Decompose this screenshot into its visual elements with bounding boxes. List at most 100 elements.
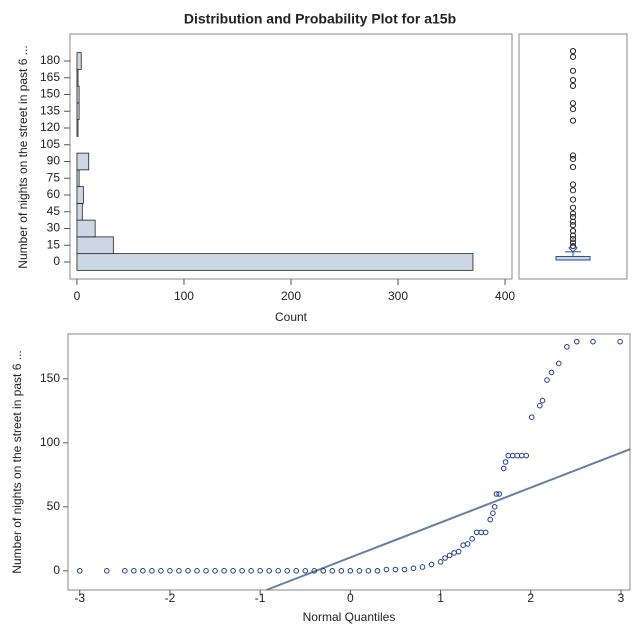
point xyxy=(500,465,507,472)
point xyxy=(329,568,336,574)
point xyxy=(419,564,426,570)
y-axis-label: Number of nights on the street in past 6… xyxy=(10,350,24,573)
point xyxy=(523,452,530,459)
point xyxy=(539,397,546,404)
point xyxy=(410,565,417,572)
point xyxy=(293,568,300,574)
bar xyxy=(76,236,114,255)
point xyxy=(221,568,227,574)
point xyxy=(548,369,555,376)
point xyxy=(212,568,218,574)
point xyxy=(383,566,390,573)
bar xyxy=(76,119,79,137)
box xyxy=(555,255,591,261)
point xyxy=(617,338,623,345)
point xyxy=(194,568,200,574)
point xyxy=(248,568,254,574)
y-tick-label: 0 xyxy=(53,254,60,268)
y-tick-label: 0 xyxy=(53,563,60,577)
point xyxy=(478,529,484,536)
point xyxy=(442,555,448,561)
x-tick-label: 2 xyxy=(527,591,534,605)
qq-frame xyxy=(67,333,631,591)
point xyxy=(338,568,345,574)
bar xyxy=(76,102,80,121)
point xyxy=(490,510,496,517)
y-tick-label: 180 xyxy=(40,53,60,67)
point xyxy=(284,568,291,574)
outlier xyxy=(569,187,577,194)
x-tick-label: 1 xyxy=(437,591,444,605)
point xyxy=(185,568,191,574)
outlier xyxy=(569,204,577,211)
outlier xyxy=(569,210,577,217)
bar xyxy=(76,68,79,87)
y-tick-label: 150 xyxy=(40,371,60,385)
outlier xyxy=(569,196,577,203)
y-tick-label: 150 xyxy=(40,87,60,101)
x-tick-label: 0 xyxy=(347,591,354,605)
outlier xyxy=(569,235,577,243)
point xyxy=(428,561,435,568)
point xyxy=(491,504,498,510)
point xyxy=(320,568,327,574)
outlier xyxy=(569,105,577,113)
outlier xyxy=(569,152,577,159)
point xyxy=(469,536,475,542)
x-tick-label: 300 xyxy=(388,289,408,303)
outlier xyxy=(569,227,577,235)
point xyxy=(122,568,128,574)
outlier xyxy=(569,117,577,124)
point xyxy=(509,452,516,459)
y-axis-label: Number of nights on the street in past 6… xyxy=(16,45,30,268)
point xyxy=(140,568,146,574)
outlier xyxy=(569,100,577,107)
point xyxy=(149,568,155,574)
y-tick-label: 105 xyxy=(40,137,60,151)
outlier xyxy=(569,67,577,74)
point xyxy=(451,550,457,556)
outlier xyxy=(569,239,577,246)
outlier xyxy=(569,181,577,188)
point xyxy=(536,402,543,409)
point xyxy=(437,559,444,565)
y-tick-label: 165 xyxy=(40,70,60,84)
y-tick-label: 30 xyxy=(47,221,61,235)
point xyxy=(514,452,521,459)
y-tick-label: 50 xyxy=(47,499,61,513)
point xyxy=(573,338,580,345)
outlier xyxy=(569,232,577,239)
point xyxy=(275,568,281,574)
point xyxy=(374,568,381,574)
y-tick-label: 60 xyxy=(47,187,61,201)
point xyxy=(401,566,408,573)
x-tick-label: -3 xyxy=(74,591,85,605)
y-tick-label: 120 xyxy=(40,120,60,134)
point xyxy=(203,568,209,574)
bar xyxy=(76,219,96,238)
x-tick-label: 0 xyxy=(74,289,81,303)
point xyxy=(131,568,137,574)
outlier xyxy=(569,82,577,89)
y-tick-label: 45 xyxy=(47,204,61,218)
point xyxy=(257,568,263,574)
outlier xyxy=(569,218,577,225)
point xyxy=(103,568,110,574)
outlier xyxy=(569,53,577,60)
x-tick-label: -2 xyxy=(165,591,176,605)
point xyxy=(460,542,466,549)
outlier xyxy=(569,242,577,250)
y-tick-label: 15 xyxy=(47,237,61,251)
x-tick-label: 400 xyxy=(495,289,515,303)
point xyxy=(544,377,550,383)
x-axis-label: Count xyxy=(275,310,308,324)
point xyxy=(392,566,399,573)
outlier xyxy=(569,213,577,221)
point xyxy=(158,568,164,574)
point xyxy=(302,568,309,574)
boxplot-frame xyxy=(518,33,628,280)
reference-line xyxy=(266,448,631,591)
outlier xyxy=(569,222,577,229)
x-axis-label: Normal Quantiles xyxy=(303,610,396,624)
